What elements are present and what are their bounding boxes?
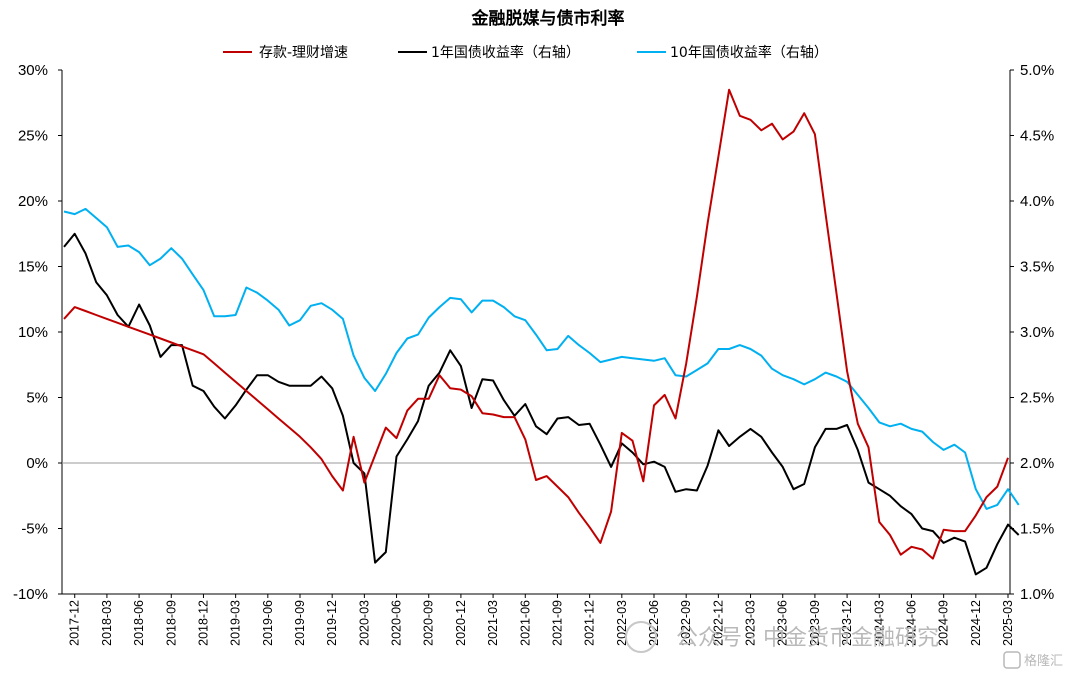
y-left-tick-label: -10% (13, 586, 48, 603)
legend-label-deposit: 存款-理财增速 (259, 45, 348, 61)
x-tick-label: 2019-12 (325, 600, 339, 646)
x-tick-label: 2024-06 (904, 600, 918, 646)
x-tick-label: 2020-03 (357, 600, 371, 646)
x-tick-label: 2023-03 (744, 600, 758, 646)
y-left-tick-label: 0% (26, 455, 48, 472)
x-tick-label: 2024-09 (937, 600, 951, 646)
legend-label-10y: 10年国债收益率（右轴） (670, 44, 828, 61)
y-left-tick-label: 25% (18, 128, 48, 145)
x-tick-label: 2024-03 (872, 600, 886, 646)
y-left-tick-label: 15% (18, 259, 48, 276)
x-tick-label: 2023-09 (808, 600, 822, 646)
y-right-tick-label: 3.0% (1020, 324, 1054, 341)
series-1y-yield (63, 232, 1020, 576)
x-tick-label: 2020-09 (422, 600, 436, 646)
x-tick-label: 2019-06 (261, 600, 275, 646)
y-right-tick-label: 3.5% (1020, 259, 1054, 276)
x-tick-label: 2023-06 (776, 600, 790, 646)
x-tick-label: 2017-12 (68, 600, 82, 646)
y-left-tick-label: -5% (21, 521, 48, 538)
x-tick-label: 2020-06 (390, 600, 404, 646)
x-tick-label: 2024-12 (969, 600, 983, 646)
watermark-badge: 格隆汇 (1024, 653, 1063, 669)
wechat-icon (625, 621, 657, 653)
chart-title: 金融脱媒与债市利率 (471, 8, 625, 29)
x-tick-label: 2018-09 (164, 600, 178, 646)
x-tick-label: 2018-06 (132, 600, 146, 646)
y-right-tick-label: 4.0% (1020, 193, 1054, 210)
series-lines (63, 88, 1020, 576)
x-tick-label: 2023-12 (840, 600, 854, 646)
x-tick-label: 2025-03 (1001, 600, 1015, 646)
watermark: 公众号 · 中金货币金融研究 格隆汇 (625, 621, 1063, 669)
legend: 存款-理财增速 1年国债收益率（右轴） 10年国债收益率（右轴） (223, 44, 828, 61)
x-tick-label: 2019-09 (293, 600, 307, 646)
x-tick-label: 2022-06 (647, 600, 661, 646)
x-tick-label: 2022-09 (679, 600, 693, 646)
y-right-tick-label: 4.5% (1020, 128, 1054, 145)
y-right-tick-label: 1.0% (1020, 586, 1054, 603)
x-tick-label: 2021-06 (518, 600, 532, 646)
x-tick-label: 2020-12 (454, 600, 468, 646)
y-left-tick-label: 30% (18, 62, 48, 79)
x-tick-label: 2021-12 (583, 600, 597, 646)
legend-label-1y: 1年国债收益率（右轴） (431, 44, 580, 61)
y-right-tick-label: 1.5% (1020, 521, 1054, 538)
series-10y-yield (63, 207, 1020, 510)
y-right-tick-label: 2.0% (1020, 455, 1054, 472)
watermark-text: 公众号 · 中金货币金融研究 (676, 626, 939, 651)
series-deposit-wealth (63, 88, 1009, 560)
x-tick-label: 2022-12 (711, 600, 725, 646)
x-tick-label: 2018-03 (100, 600, 114, 646)
y-left-tick-label: 10% (18, 324, 48, 341)
x-tick-label: 2018-12 (196, 600, 210, 646)
x-tick-label: 2021-09 (550, 600, 564, 646)
x-tick-label: 2021-03 (486, 600, 500, 646)
y-right-tick-label: 5.0% (1020, 62, 1054, 79)
y-left-tick-label: 5% (26, 390, 48, 407)
y-left-tick-label: 20% (18, 193, 48, 210)
badge-icon (1003, 651, 1021, 669)
y-right-tick-label: 2.5% (1020, 390, 1054, 407)
x-tick-label: 2019-03 (229, 600, 243, 646)
axes: 30% 25% 20% 15% 10% 5% 0% -5% -10% 5.0% 4.5% 4.0% 3.… (13, 62, 1054, 646)
